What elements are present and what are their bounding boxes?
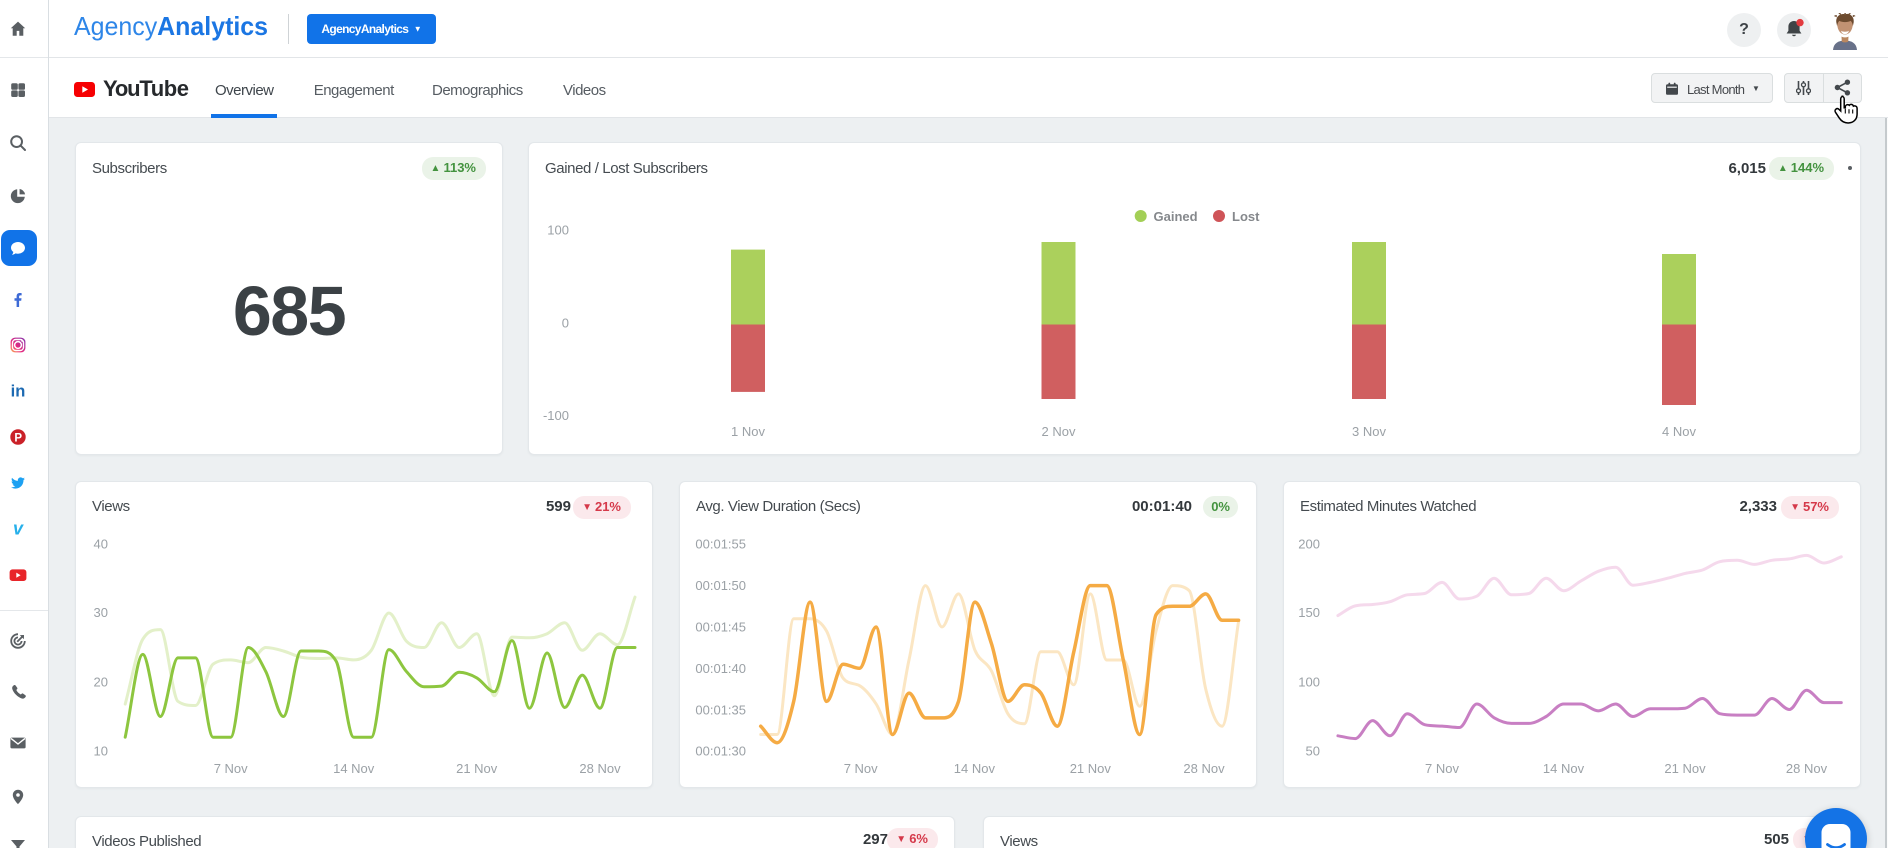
svg-text:20: 20 bbox=[94, 675, 108, 690]
svg-text:150: 150 bbox=[1298, 605, 1320, 620]
svg-text:00:01:30: 00:01:30 bbox=[695, 744, 746, 759]
svg-text:14 Nov: 14 Nov bbox=[954, 761, 996, 776]
svg-text:100: 100 bbox=[547, 223, 569, 238]
svg-text:1 Nov: 1 Nov bbox=[731, 424, 765, 439]
svg-text:v: v bbox=[13, 519, 24, 539]
svg-text:00:01:35: 00:01:35 bbox=[695, 703, 746, 718]
svg-text:00:01:40: 00:01:40 bbox=[695, 661, 746, 676]
svg-text:in: in bbox=[11, 383, 26, 401]
svg-text:P: P bbox=[14, 433, 22, 445]
svg-text:7 Nov: 7 Nov bbox=[214, 761, 248, 776]
svg-text:Lost: Lost bbox=[1232, 209, 1260, 224]
svg-text:40: 40 bbox=[94, 537, 108, 552]
svg-text:00:01:45: 00:01:45 bbox=[695, 620, 746, 635]
svg-text:200: 200 bbox=[1298, 537, 1320, 552]
svg-text:28 Nov: 28 Nov bbox=[579, 761, 621, 776]
svg-text:3 Nov: 3 Nov bbox=[1352, 424, 1386, 439]
svg-text:-100: -100 bbox=[543, 408, 569, 423]
svg-text:28 Nov: 28 Nov bbox=[1786, 761, 1828, 776]
svg-text:100: 100 bbox=[1298, 675, 1320, 690]
svg-text:4 Nov: 4 Nov bbox=[1662, 424, 1696, 439]
svg-text:7 Nov: 7 Nov bbox=[1425, 761, 1459, 776]
svg-text:28 Nov: 28 Nov bbox=[1183, 761, 1225, 776]
svg-text:14 Nov: 14 Nov bbox=[1543, 761, 1585, 776]
svg-text:21 Nov: 21 Nov bbox=[1664, 761, 1706, 776]
svg-text:7 Nov: 7 Nov bbox=[844, 761, 878, 776]
svg-text:50: 50 bbox=[1306, 744, 1320, 759]
svg-text:10: 10 bbox=[94, 744, 108, 759]
svg-text:0: 0 bbox=[562, 316, 569, 331]
svg-text:00:01:50: 00:01:50 bbox=[695, 578, 746, 593]
svg-text:30: 30 bbox=[94, 605, 108, 620]
svg-text:14 Nov: 14 Nov bbox=[333, 761, 375, 776]
svg-text:00:01:55: 00:01:55 bbox=[695, 537, 746, 552]
svg-text:2 Nov: 2 Nov bbox=[1042, 424, 1076, 439]
svg-text:Gained: Gained bbox=[1154, 209, 1198, 224]
svg-text:21 Nov: 21 Nov bbox=[1070, 761, 1112, 776]
svg-text:21 Nov: 21 Nov bbox=[456, 761, 498, 776]
